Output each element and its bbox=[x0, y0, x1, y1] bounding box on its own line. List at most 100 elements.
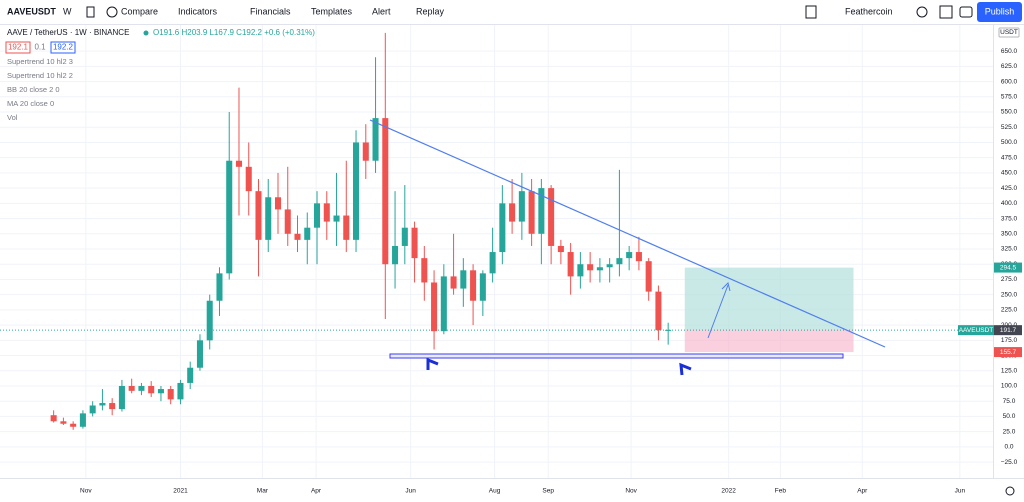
x-tick-label: Feb bbox=[775, 488, 787, 495]
candle-body bbox=[411, 227, 418, 259]
candle-body bbox=[616, 258, 623, 265]
candle-body bbox=[577, 264, 584, 277]
candle-body bbox=[187, 367, 194, 383]
candle-body bbox=[548, 188, 555, 246]
toolbar-item[interactable]: Indicators bbox=[178, 6, 218, 16]
compare-icon[interactable] bbox=[106, 6, 118, 18]
candle-body bbox=[431, 282, 438, 332]
candle-body bbox=[509, 203, 516, 222]
arrow-head bbox=[721, 282, 731, 292]
price-tag-bg bbox=[994, 325, 1022, 336]
candle-body bbox=[440, 276, 447, 332]
candle-body bbox=[304, 227, 311, 240]
toolbar-item[interactable]: Financials bbox=[250, 6, 291, 16]
candle-body bbox=[99, 403, 106, 406]
candle-body bbox=[382, 118, 389, 265]
symbol[interactable]: AAVEUSDT bbox=[7, 6, 56, 16]
toolbar-item[interactable]: Alert bbox=[372, 6, 391, 16]
pointer-mark bbox=[679, 362, 692, 376]
indicator-label: Supertrend 10 hl2 3 bbox=[7, 57, 73, 66]
candle-body bbox=[177, 382, 184, 400]
target-tag-bg bbox=[994, 262, 1022, 273]
x-tick-label: Apr bbox=[311, 488, 322, 495]
candle-body bbox=[392, 245, 399, 265]
settings-icon[interactable] bbox=[916, 6, 928, 18]
axis-settings-icon[interactable] bbox=[1005, 486, 1015, 496]
candle-body bbox=[79, 413, 86, 427]
interval[interactable]: W bbox=[63, 6, 72, 16]
candle-body bbox=[245, 166, 252, 192]
chart-type-icon[interactable] bbox=[86, 6, 95, 18]
x-tick-label: Nov bbox=[80, 488, 92, 495]
status-dot bbox=[143, 30, 149, 36]
fullscreen-icon[interactable] bbox=[939, 5, 953, 19]
toolbar-item[interactable]: Compare bbox=[121, 6, 158, 16]
x-tick-label: 2022 bbox=[721, 488, 736, 495]
publish-label[interactable]: Publish bbox=[985, 6, 1015, 16]
currency-box bbox=[998, 27, 1020, 38]
candle-body bbox=[226, 160, 233, 274]
layout-name[interactable]: Feathercoin bbox=[845, 6, 893, 16]
candle-body bbox=[148, 385, 155, 394]
candle-body bbox=[567, 252, 574, 277]
y-tick-label: 600.0 bbox=[1001, 78, 1018, 85]
ask[interactable]: 192.2 bbox=[53, 43, 74, 52]
y-tick-label: 525.0 bbox=[1001, 124, 1018, 131]
publish-button[interactable] bbox=[977, 2, 1022, 22]
indicator-label: BB 20 close 2 0 bbox=[7, 85, 60, 94]
candle-body bbox=[274, 197, 282, 210]
candle-body bbox=[489, 252, 496, 274]
candle-body bbox=[470, 270, 477, 301]
y-tick-label: 0.0 bbox=[1004, 444, 1013, 451]
bid-box[interactable] bbox=[5, 41, 31, 54]
y-tick-label: 400.0 bbox=[1001, 200, 1018, 207]
indicator-label: Supertrend 10 hl2 2 bbox=[7, 71, 73, 80]
y-tick-label: 500.0 bbox=[1001, 139, 1018, 146]
candle-body bbox=[538, 188, 545, 234]
candle-body bbox=[655, 291, 662, 331]
plot-area bbox=[0, 25, 993, 478]
spread: 0.1 bbox=[34, 43, 46, 52]
y-tick-label: 425.0 bbox=[1001, 185, 1018, 192]
y-tick-label: −25.0 bbox=[1001, 459, 1018, 466]
arrow bbox=[707, 284, 729, 339]
y-tick-label: 475.0 bbox=[1001, 154, 1018, 161]
candle-body bbox=[216, 273, 223, 301]
y-tick-label: 250.0 bbox=[1001, 291, 1018, 298]
y-tick-label: 550.0 bbox=[1001, 109, 1018, 116]
toolbar-item[interactable]: Replay bbox=[416, 6, 445, 16]
y-tick-label: 375.0 bbox=[1001, 215, 1018, 222]
bid[interactable]: 192.1 bbox=[8, 43, 29, 52]
candle-body bbox=[118, 385, 125, 410]
y-tick-label: 450.0 bbox=[1001, 170, 1018, 177]
ask-box[interactable] bbox=[50, 41, 76, 54]
y-tick-label: 575.0 bbox=[1001, 94, 1018, 101]
candle-body bbox=[596, 267, 603, 271]
candle-body bbox=[128, 385, 135, 391]
y-tick-label: 225.0 bbox=[1001, 307, 1018, 314]
candle-body bbox=[635, 252, 642, 262]
candle-body bbox=[626, 252, 633, 259]
candle-body bbox=[460, 270, 467, 289]
layout-icon[interactable] bbox=[805, 5, 817, 19]
x-tick-label: 2021 bbox=[173, 488, 188, 495]
x-tick-label: Nov bbox=[625, 488, 637, 495]
candle-body bbox=[109, 403, 116, 410]
candle-body bbox=[479, 273, 486, 301]
indicator-list: Supertrend 10 hl2 3 Supertrend 10 hl2 2 BB… bbox=[7, 57, 73, 122]
candle-body bbox=[401, 227, 408, 246]
trend-line bbox=[369, 119, 886, 348]
toolbar-item[interactable]: Templates bbox=[311, 6, 353, 16]
candle-body bbox=[138, 385, 145, 391]
y-tick-label: 175.0 bbox=[1001, 337, 1018, 344]
candle-body bbox=[518, 191, 525, 222]
y-tick-label: 625.0 bbox=[1001, 63, 1018, 70]
indicator-label: MA 20 close 0 bbox=[7, 99, 54, 108]
currency: USDT bbox=[1000, 29, 1018, 36]
candle-body bbox=[587, 264, 594, 271]
candle-body bbox=[206, 300, 213, 341]
candle-body bbox=[313, 203, 321, 228]
snapshot-icon[interactable] bbox=[959, 6, 973, 18]
y-tick-label: 125.0 bbox=[1001, 367, 1018, 374]
candle-body bbox=[333, 215, 340, 222]
